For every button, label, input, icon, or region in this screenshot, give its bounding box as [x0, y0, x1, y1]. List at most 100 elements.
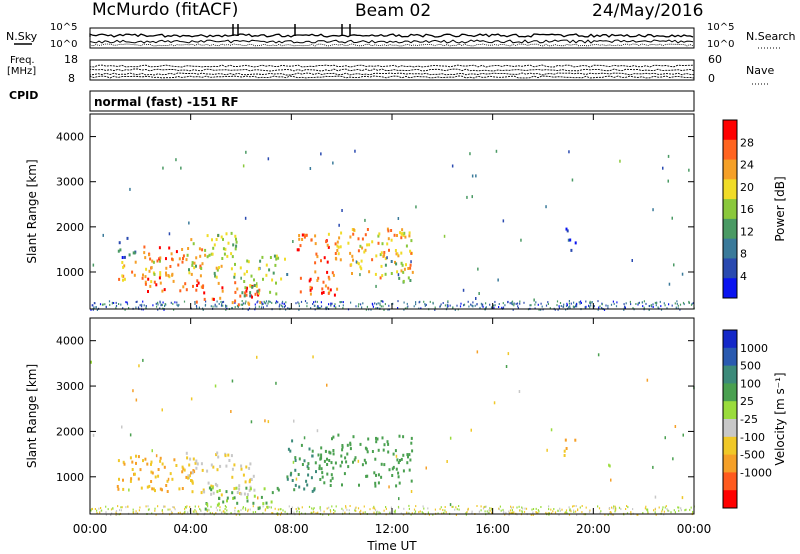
echo-cell [275, 281, 277, 285]
noise-cell [295, 302, 297, 305]
noise-cell [683, 303, 685, 306]
noise-cell [534, 303, 536, 306]
echo-cell [533, 298, 535, 302]
echo-cell [190, 479, 192, 482]
noise-cell [511, 303, 514, 306]
noise-cell [254, 511, 257, 513]
noise-cell [209, 511, 211, 514]
noise-cell [244, 302, 246, 305]
echo-cell [189, 457, 192, 461]
noise-cell [282, 509, 284, 512]
echo-cell [355, 260, 358, 264]
noise-cell [90, 308, 92, 311]
echo-cell [216, 468, 219, 472]
noise-cell [244, 507, 247, 510]
echo-cell [399, 459, 401, 462]
y-axis-label: Slant Range [km] [25, 159, 39, 263]
noise-cell [172, 506, 174, 508]
noise-cell [221, 303, 223, 306]
echo-cell [380, 462, 383, 466]
noise-cell [563, 303, 565, 306]
echo-cell [121, 261, 124, 264]
echo-cell [149, 257, 152, 261]
noise-cell [642, 305, 644, 308]
echo-cell [188, 463, 191, 467]
echo-cell [179, 289, 182, 293]
noise-cell [444, 506, 446, 508]
noise-cell [277, 301, 279, 304]
noise-cell [231, 307, 233, 310]
noise-cell [458, 508, 460, 511]
noise-cell [423, 507, 425, 510]
echo-cell [265, 263, 268, 267]
echo-cell [220, 493, 223, 497]
noise-cell [565, 509, 568, 512]
echo-cell [397, 461, 400, 465]
noise-cell [568, 306, 570, 309]
noise-cell [262, 505, 264, 508]
noise-cell [202, 308, 204, 311]
noise-cell [556, 300, 559, 303]
echo-cell [297, 473, 300, 476]
noise-cell [662, 506, 664, 509]
echo-cell [349, 235, 352, 239]
echo-cell [397, 273, 400, 277]
noise-cell [245, 508, 247, 511]
noise-cell [174, 508, 176, 511]
noise-cell [267, 302, 269, 305]
echo-cell [190, 397, 193, 401]
echo-cell [244, 480, 247, 484]
echo-region [241, 254, 289, 298]
echo-cell [294, 483, 297, 487]
echo-cell [565, 447, 568, 450]
noise-cell [407, 511, 409, 514]
echo-cell [380, 475, 383, 479]
noise-cell [381, 300, 383, 303]
echo-cell [262, 502, 265, 506]
echo-cell [269, 290, 272, 294]
colorbar-tick-label: -1000 [740, 466, 772, 479]
noise-cell [107, 508, 109, 511]
noise-cell [247, 308, 249, 311]
echo-cell [208, 253, 211, 257]
noise-cell [220, 300, 222, 303]
noise-cell [241, 300, 243, 302]
echo-cell [231, 301, 234, 305]
freq-tick-low: 8 [68, 72, 75, 85]
noise-cell [298, 510, 300, 513]
noise-cell [314, 300, 316, 303]
noise-cell [523, 301, 525, 304]
echo-cell [267, 157, 270, 161]
noise-cell [100, 507, 102, 509]
echo-cell [215, 266, 218, 270]
cpid-label: CPID [9, 89, 38, 102]
noise-cell [613, 505, 615, 508]
y-tick-label: 2000 [56, 221, 84, 234]
noise-cell [92, 308, 94, 311]
echo-cell [215, 275, 218, 279]
echo-cell [215, 238, 218, 241]
echo-cell [226, 499, 228, 503]
echo-cell [211, 297, 214, 301]
noise-cell [390, 506, 392, 509]
echo-cell [188, 474, 191, 478]
echo-cell [395, 262, 398, 266]
noise-cell [574, 305, 577, 308]
echo-cell [309, 277, 312, 281]
noise-cell [510, 505, 512, 508]
nsky-label: N.Sky [6, 30, 38, 43]
colorbar-segment [723, 218, 737, 240]
noise-cell [120, 509, 122, 512]
echo-cell [286, 477, 289, 481]
noise-cell [498, 508, 500, 511]
noise-cell [264, 509, 266, 512]
echo-cell [135, 454, 137, 458]
noise-cell [224, 511, 226, 514]
echo-cell [313, 488, 316, 492]
noise-cell [377, 307, 379, 309]
noise-cell [373, 511, 375, 514]
noise-cell [569, 305, 571, 308]
echo-cell [291, 479, 294, 482]
noise-cell [440, 303, 442, 306]
echo-cell [366, 450, 369, 454]
